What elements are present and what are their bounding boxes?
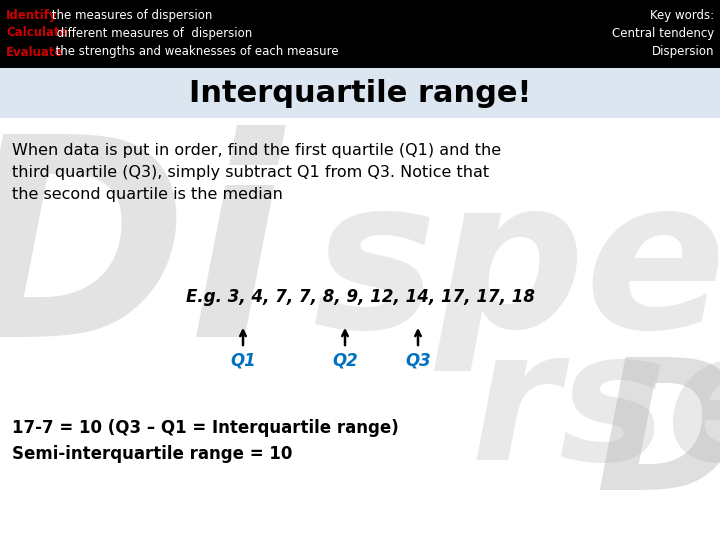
Text: E.g. 3, 4, 7, 7, 8, 9, 12, 14, 17, 17, 18: E.g. 3, 4, 7, 7, 8, 9, 12, 14, 17, 17, 1…: [186, 288, 534, 306]
Text: 17-7 = 10 (Q3 – Q1 = Interquartile range): 17-7 = 10 (Q3 – Q1 = Interquartile range…: [12, 419, 399, 437]
Text: Interquartile range!: Interquartile range!: [189, 78, 531, 107]
Text: third quartile (Q3), simply subtract Q1 from Q3. Notice that: third quartile (Q3), simply subtract Q1 …: [12, 165, 489, 179]
Bar: [0, 68, 720, 118]
Text: Q3: Q3: [405, 351, 431, 369]
Text: rse: rse: [471, 322, 720, 498]
Text: Identify: Identify: [6, 9, 58, 22]
Text: Dispersion: Dispersion: [652, 45, 714, 58]
Text: When data is put in order, find the first quartile (Q1) and the: When data is put in order, find the firs…: [12, 143, 501, 158]
Text: Q1: Q1: [230, 351, 256, 369]
Bar: [0, 0, 720, 68]
Text: the measures of dispersion: the measures of dispersion: [48, 9, 212, 22]
Text: Di: Di: [0, 125, 283, 395]
Text: Evaluate: Evaluate: [6, 45, 63, 58]
Text: the strengths and weaknesses of each measure: the strengths and weaknesses of each mea…: [48, 45, 338, 58]
Text: Semi-interquartile range = 10: Semi-interquartile range = 10: [12, 445, 292, 463]
Text: Central tendency: Central tendency: [612, 26, 714, 39]
Text: D: D: [595, 352, 720, 528]
FancyBboxPatch shape: [668, 40, 718, 75]
Text: Calculate: Calculate: [6, 26, 68, 39]
Text: different measures of  dispersion: different measures of dispersion: [53, 26, 252, 39]
Text: Key words:: Key words:: [650, 9, 714, 22]
Text: spe: spe: [312, 169, 720, 371]
Text: the second quartile is the median: the second quartile is the median: [12, 186, 283, 201]
Text: Q2: Q2: [332, 351, 358, 369]
